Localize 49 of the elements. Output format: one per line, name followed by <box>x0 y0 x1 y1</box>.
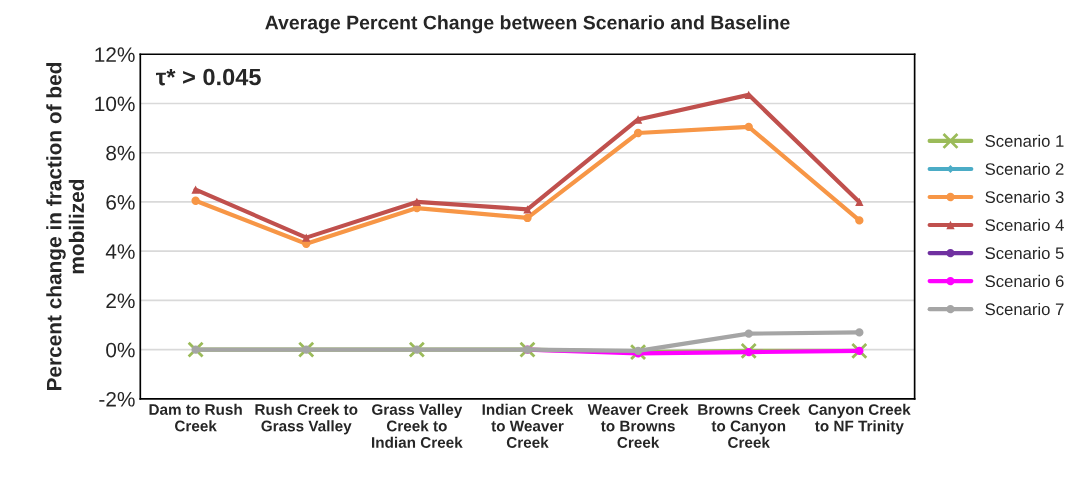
point <box>855 216 864 225</box>
point <box>855 328 864 337</box>
point <box>855 346 864 356</box>
x-tick-label: Canyon Creek to NF Trinity <box>808 403 911 435</box>
legend-label: Scenario 7 <box>985 302 1064 316</box>
x-tick-label: Rush Creek to Grass Valley <box>255 403 358 435</box>
point <box>297 341 315 358</box>
point <box>302 233 311 242</box>
legend-label: Scenario 5 <box>985 246 1064 260</box>
y-tick-label: 10% <box>95 96 135 112</box>
point <box>519 341 536 358</box>
x-tick-label: Grass Valley Creek to Indian Creek <box>372 403 463 448</box>
point <box>191 196 200 205</box>
point <box>302 345 311 354</box>
point <box>744 122 753 132</box>
y-tick-label: 0% <box>106 342 135 358</box>
annotation: τ* > 0.045 <box>155 68 261 86</box>
legend-label: Scenario 2 <box>985 162 1064 175</box>
point <box>523 213 532 223</box>
point <box>191 185 200 194</box>
point <box>633 128 643 138</box>
point <box>744 329 753 338</box>
y-tick-label: 4% <box>105 244 135 259</box>
y-tick-label: 8% <box>106 145 135 161</box>
point <box>629 343 647 361</box>
x-tick-label: Browns Creek to Canyon Creek <box>698 403 801 448</box>
point <box>523 205 532 214</box>
point <box>850 342 868 360</box>
point <box>855 197 864 207</box>
legend-label: Scenario 6 <box>985 274 1064 288</box>
legend-label: Scenario 3 <box>985 190 1064 203</box>
x-tick-label: Weaver Creek to Browns Creek <box>587 403 689 448</box>
legend-label: Scenario 4 <box>985 218 1064 232</box>
y-axis-title: Percent change in fraction of bed mobilized <box>46 62 85 391</box>
y-tick-label: -2% <box>99 391 135 407</box>
y-tick-label: 12% <box>95 47 135 62</box>
point <box>740 342 758 360</box>
point <box>412 197 422 207</box>
x-tick-label: Indian Creek to Weaver Creek <box>482 403 574 448</box>
point <box>412 345 422 354</box>
point <box>191 345 200 354</box>
chart-title: Average Percent Change between Scenario and Baseline <box>265 15 790 34</box>
point <box>744 347 753 357</box>
point <box>187 341 204 358</box>
point <box>408 341 426 358</box>
y-tick-label: 6% <box>106 194 135 210</box>
x-tick-label: Dam to Rush Creek <box>149 403 242 432</box>
y-tick-label: 2% <box>106 293 135 309</box>
legend-label: Scenario 1 <box>985 134 1064 147</box>
